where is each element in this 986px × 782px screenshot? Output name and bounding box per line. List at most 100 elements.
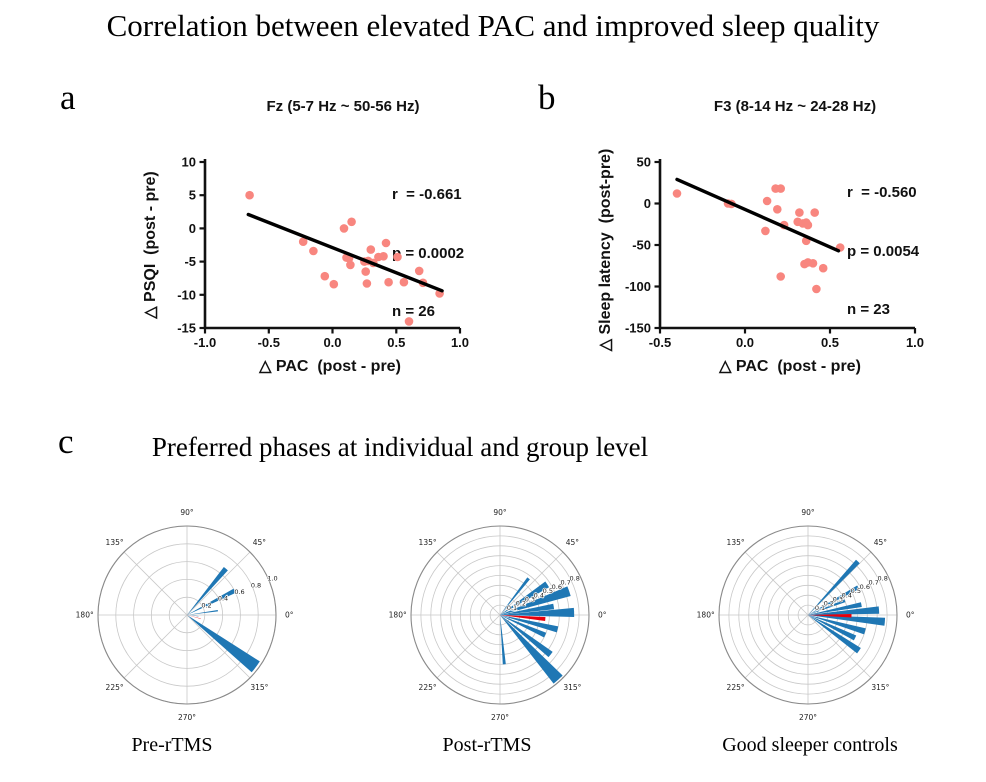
figure-title: Correlation between elevated PAC and imp…: [106, 8, 880, 43]
svg-text:0.4: 0.4: [218, 595, 228, 603]
svg-text:270°: 270°: [799, 713, 817, 722]
svg-text:45°: 45°: [566, 538, 580, 547]
trend-line: [675, 177, 841, 253]
panel-b-title: F3 (8-14 Hz ~ 24-28 Hz): [713, 98, 877, 115]
panel-a-scatter-plot: -1.0 -0.5 0.0 0.5 1.0 10 5 0 -5 -10 -15: [177, 155, 469, 351]
svg-text:0.2: 0.2: [516, 600, 526, 608]
panel-b-stat-p: p = 0.0054: [847, 242, 920, 260]
panel-b-x-axis-label: △ PAC (post - pre): [719, 358, 861, 375]
svg-text:0.8: 0.8: [570, 575, 580, 583]
svg-text:45°: 45°: [253, 538, 267, 547]
svg-text:10: 10: [182, 155, 196, 170]
svg-text:0.5: 0.5: [543, 587, 553, 595]
svg-text:0.6: 0.6: [552, 583, 562, 591]
svg-text:0: 0: [644, 196, 651, 211]
svg-text:0.2: 0.2: [201, 601, 211, 609]
svg-text:0.7: 0.7: [561, 579, 571, 587]
svg-text:-0.5: -0.5: [649, 335, 671, 350]
panel-b-stats: r = -0.560 p = 0.0054 n = 23: [847, 144, 919, 359]
svg-text:180°: 180°: [389, 611, 407, 620]
polar-labels: 0° 45° 90° 135° 180° 225° 270° 315° 0.10.20.30.4…: [389, 508, 607, 722]
svg-text:0.7: 0.7: [869, 579, 879, 587]
pre-rtms-rose-plot: 0° 45° 90° 135° 180° 225° 270° 315° 0.2 0.4 0.6 0.8…: [76, 508, 294, 722]
svg-text:0.1: 0.1: [507, 604, 517, 612]
panel-b-stat-r: r = -0.560: [847, 184, 917, 201]
svg-text:1.0: 1.0: [267, 575, 277, 583]
good-sleeper-rose-plot: 0° 45° 90° 135° 180° 225° 270° 315° 0.10.20.30.4…: [697, 508, 915, 722]
svg-text:90°: 90°: [493, 508, 507, 517]
svg-text:270°: 270°: [178, 713, 196, 722]
svg-text:225°: 225°: [419, 683, 437, 692]
svg-text:135°: 135°: [106, 538, 124, 547]
svg-text:315°: 315°: [563, 683, 581, 692]
polar-grid: [97, 525, 277, 705]
svg-text:315°: 315°: [250, 683, 268, 692]
panel-b-y-axis-label: △ Sleep latency (post-pre): [597, 148, 614, 352]
svg-text:-100: -100: [625, 279, 651, 294]
svg-text:0.5: 0.5: [821, 335, 839, 350]
axes: -1.0 -0.5 0.0 0.5 1.0 10 5 0 -5 -10 -15: [177, 155, 469, 351]
svg-text:0.5: 0.5: [851, 587, 861, 595]
svg-text:0°: 0°: [285, 611, 294, 620]
svg-text:-0.5: -0.5: [258, 335, 280, 350]
post-rtms-rose-plot: 0° 45° 90° 135° 180° 225° 270° 315° 0.10.20.30.4…: [389, 508, 607, 722]
svg-text:-150: -150: [625, 321, 651, 336]
svg-text:0.1: 0.1: [815, 604, 825, 612]
polar-labels: 0° 45° 90° 135° 180° 225° 270° 315° 0.2 0.4 0.6 0.8…: [76, 508, 294, 722]
svg-text:0°: 0°: [598, 611, 607, 620]
panel-b-stat-n: n = 23: [847, 301, 890, 318]
svg-text:0.4: 0.4: [534, 591, 544, 599]
svg-text:315°: 315°: [871, 683, 889, 692]
svg-text:1.0: 1.0: [451, 335, 469, 350]
panel-c-letter: c: [58, 422, 74, 461]
svg-text:1.0: 1.0: [906, 335, 924, 350]
svg-text:180°: 180°: [697, 611, 715, 620]
svg-text:0.0: 0.0: [736, 335, 754, 350]
svg-text:5: 5: [189, 188, 196, 203]
svg-text:90°: 90°: [801, 508, 815, 517]
panel-b-letter: b: [538, 78, 556, 117]
svg-text:0.5: 0.5: [387, 335, 405, 350]
data-points: [672, 184, 845, 294]
svg-text:0.4: 0.4: [842, 591, 852, 599]
svg-text:225°: 225°: [106, 683, 124, 692]
good-sleeper-caption: Good sleeper controls: [722, 734, 898, 756]
panel-a-x-axis-label: △ PAC (post - pre): [259, 358, 401, 375]
svg-text:0°: 0°: [906, 611, 915, 620]
panel-a-stat-r: r = -0.661: [392, 186, 462, 203]
svg-text:0.3: 0.3: [525, 596, 535, 604]
svg-text:0.2: 0.2: [824, 600, 834, 608]
svg-text:-5: -5: [184, 254, 196, 269]
svg-text:135°: 135°: [727, 538, 745, 547]
panel-a-stat-n: n = 26: [392, 303, 435, 320]
svg-text:180°: 180°: [76, 611, 94, 620]
polar-labels: 0° 45° 90° 135° 180° 225° 270° 315° 0.10.20.30.4…: [697, 508, 915, 722]
rose-wedges: [187, 566, 260, 673]
svg-text:225°: 225°: [727, 683, 745, 692]
svg-text:0: 0: [189, 221, 196, 236]
svg-text:-50: -50: [632, 238, 651, 253]
svg-text:-10: -10: [177, 287, 196, 302]
post-rtms-caption: Post-rTMS: [442, 734, 532, 756]
svg-text:45°: 45°: [874, 538, 888, 547]
trend-line: [246, 212, 444, 293]
svg-text:0.3: 0.3: [833, 596, 843, 604]
svg-text:-1.0: -1.0: [194, 335, 216, 350]
panel-a-letter: a: [60, 78, 76, 117]
svg-text:-15: -15: [177, 321, 196, 336]
svg-text:0.8: 0.8: [878, 575, 888, 583]
panel-a-title: Fz (5-7 Hz ~ 50-56 Hz): [266, 98, 420, 115]
panel-b-scatter-plot: -0.5 0.0 0.5 1.0 50 0 -50 -100 -150: [625, 155, 924, 351]
panel-c-title: Preferred phases at individual and group…: [151, 432, 649, 462]
svg-text:270°: 270°: [491, 713, 509, 722]
rose-wedges: [500, 577, 575, 684]
svg-text:90°: 90°: [180, 508, 194, 517]
svg-text:0.6: 0.6: [234, 588, 244, 596]
svg-text:50: 50: [637, 155, 651, 170]
svg-text:135°: 135°: [419, 538, 437, 547]
axes: -0.5 0.0 0.5 1.0 50 0 -50 -100 -150: [625, 155, 924, 351]
svg-text:0.8: 0.8: [251, 581, 261, 589]
pre-rtms-caption: Pre-rTMS: [131, 734, 213, 756]
data-points: [245, 190, 444, 326]
